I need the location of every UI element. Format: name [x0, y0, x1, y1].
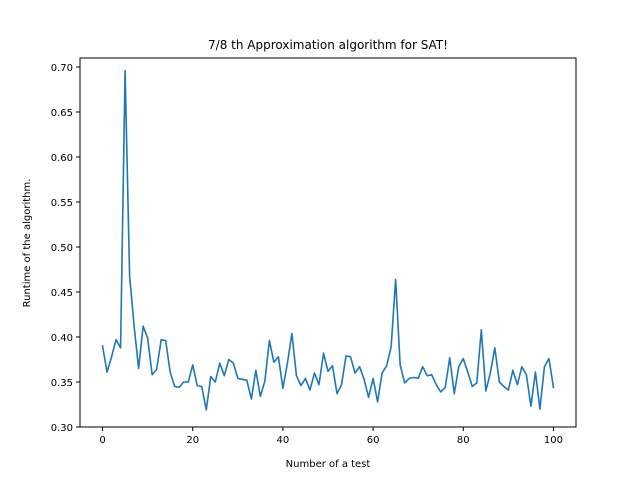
y-tick-label: 0.35	[51, 378, 73, 389]
y-tick-label: 0.70	[51, 63, 73, 74]
x-tick-label: 80	[457, 435, 470, 446]
y-tick-label: 0.60	[51, 153, 73, 164]
x-tick-label: 20	[186, 435, 199, 446]
y-tick-label: 0.55	[51, 198, 73, 209]
x-axis-title: Number of a test	[286, 459, 371, 470]
y-tick-label: 0.45	[51, 288, 73, 299]
y-tick-label: 0.50	[51, 243, 73, 254]
x-tick-label: 100	[544, 435, 563, 446]
data-series-group	[101, 69, 555, 411]
y-tick-label: 0.30	[51, 423, 73, 434]
x-tick-label: 0	[99, 435, 105, 446]
y-tick-label: 0.40	[51, 333, 73, 344]
y-axis-title: Runtime of the algorithm.	[22, 179, 33, 308]
plot-area-frame	[79, 57, 577, 428]
y-tick-label: 0.65	[51, 108, 73, 119]
x-tick-label: 60	[367, 435, 380, 446]
x-tick-label: 40	[277, 435, 290, 446]
chart-title: 7/8 th Approximation algorithm for SAT!	[208, 38, 448, 52]
runtime-series-line	[101, 69, 555, 411]
axis-ticks: 0 20 40 60 80 100 0.30 0.35 0.40 0.45 0.50 0.55 0.60…	[51, 63, 563, 446]
